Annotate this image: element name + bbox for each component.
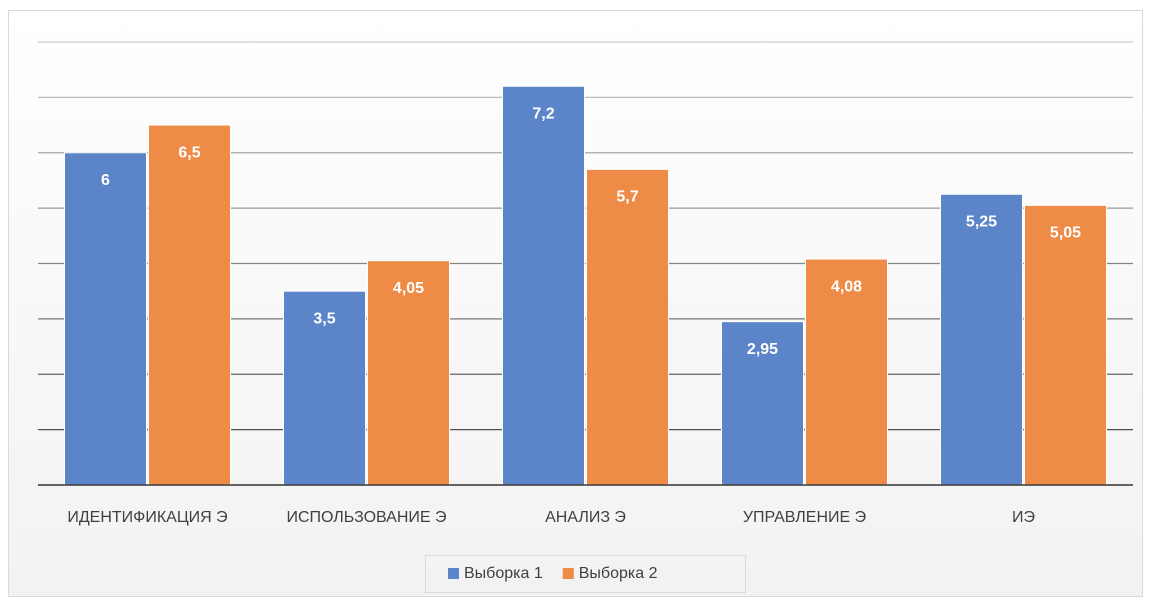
data-label: 5,25 <box>966 214 997 231</box>
data-label: 5,7 <box>616 189 638 206</box>
bar <box>64 152 147 486</box>
bar <box>1024 204 1107 486</box>
data-label: 2,95 <box>747 341 778 358</box>
legend-label: Выборка 1 <box>464 565 543 582</box>
data-label: 6,5 <box>178 144 200 161</box>
legend-box <box>425 555 746 593</box>
x-tick-label: УПРАВЛЕНИЕ Э <box>743 509 866 526</box>
data-label: 4,08 <box>831 278 862 295</box>
bar <box>502 85 585 486</box>
data-label: 6 <box>101 172 110 189</box>
legend-swatch <box>448 568 459 579</box>
bar <box>586 168 669 486</box>
x-tick-label: ИЭ <box>1012 509 1035 526</box>
x-tick-label: ИСПОЛЬЗОВАНИЕ Э <box>286 509 446 526</box>
data-label: 5,05 <box>1050 225 1081 242</box>
bar <box>940 193 1023 486</box>
data-label: 3,5 <box>313 310 335 327</box>
x-tick-label: ИДЕНТИФИКАЦИЯ Э <box>67 509 227 526</box>
x-tick-label: АНАЛИЗ Э <box>545 509 626 526</box>
legend-swatch <box>562 568 574 579</box>
data-label: 7,2 <box>532 106 554 123</box>
data-label: 4,05 <box>393 280 424 297</box>
legend-label: Выборка 2 <box>579 565 658 582</box>
bar <box>148 124 231 486</box>
